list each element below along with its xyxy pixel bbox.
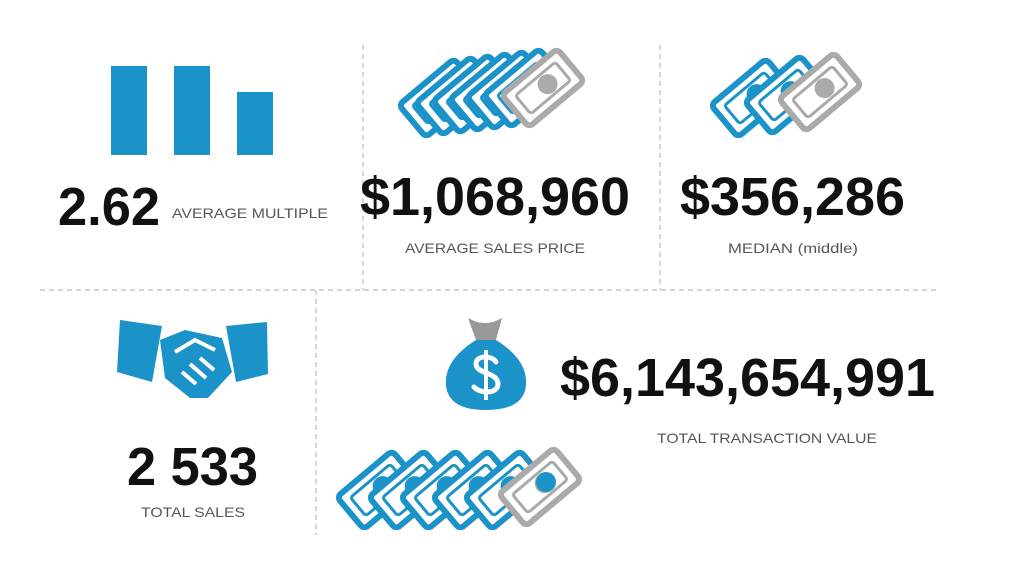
bills-icon — [337, 448, 581, 529]
bills-icon — [399, 49, 584, 137]
stat-label: MEDIAN (middle) — [728, 240, 858, 256]
stat-label: AVERAGE SALES PRICE — [405, 240, 585, 256]
handshake-icon — [117, 320, 268, 398]
stat-value: 2 533 — [127, 437, 258, 497]
bar-icon — [111, 66, 273, 155]
stat-value: $1,068,960 — [360, 167, 630, 227]
bills-icon — [711, 53, 861, 137]
stat-value: $6,143,654,991 — [560, 348, 935, 408]
stat-label: TOTAL SALES — [141, 504, 245, 520]
stat-value: $356,286 — [680, 167, 905, 227]
money-bag-icon — [445, 318, 527, 410]
stat-label: TOTAL TRANSACTION VALUE — [657, 430, 877, 446]
stat-label: AVERAGE MULTIPLE — [172, 205, 328, 221]
stat-value: 2.62 — [58, 177, 160, 237]
